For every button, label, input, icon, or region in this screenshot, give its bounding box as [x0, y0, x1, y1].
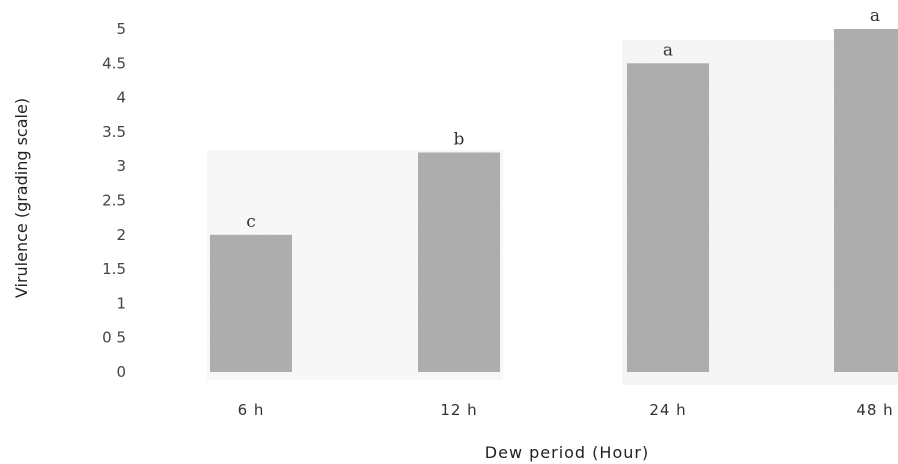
bars: [210, 29, 898, 373]
y-tick-label: 0: [116, 363, 126, 381]
y-tick-label: 0 5: [102, 329, 126, 347]
bar-data-label: c: [246, 212, 256, 232]
y-tick-label: 1: [116, 294, 126, 312]
y-tick-label: 5: [116, 20, 126, 38]
bar-data-label: b: [454, 129, 465, 149]
x-category-label: 48 h: [856, 401, 893, 419]
bar: [834, 29, 898, 372]
plot-background: [207, 40, 898, 385]
y-tick-label: 3: [116, 157, 126, 175]
y-tick-label: 2: [116, 226, 126, 244]
y-tick-label: 4.5: [102, 54, 126, 72]
x-axis-categories: 6 h 12 h 24 h 48 h: [238, 401, 893, 419]
x-axis-title: Dew period (Hour): [485, 443, 649, 462]
x-category-label: 12 h: [440, 401, 477, 419]
bar-data-label: a: [870, 6, 880, 26]
bar-data-label: a: [663, 40, 673, 60]
x-category-label: 6 h: [238, 401, 265, 419]
y-tick-label: 1.5: [102, 260, 126, 278]
y-tick-label: 4: [116, 89, 126, 107]
bar-data-labels: c b a a: [246, 6, 880, 232]
bar: [210, 234, 292, 372]
y-tick-label: 3.5: [102, 123, 126, 141]
x-category-label: 24 h: [649, 401, 686, 419]
y-axis-title: Virulence (grading scale): [12, 98, 31, 298]
bar: [418, 152, 500, 372]
y-axis-ticks: 0 0 5 1 1.5 2 2.5 3 3.5 4 4.5 5: [102, 20, 126, 381]
y-tick-label: 2.5: [102, 192, 126, 210]
bar: [627, 63, 709, 373]
